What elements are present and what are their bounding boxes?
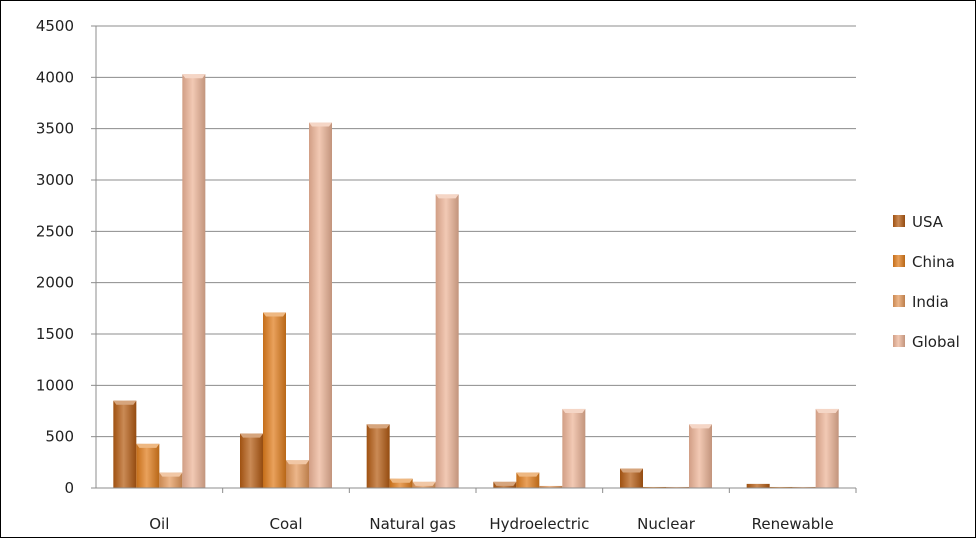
bar-cap <box>286 460 309 465</box>
legend-swatch-global <box>893 335 905 347</box>
x-tick-label: Hydroelectric <box>489 515 589 533</box>
x-tick-label: Nuclear <box>637 515 696 533</box>
bar-china-coal <box>263 312 286 488</box>
bar-cap <box>136 443 160 448</box>
gridlines <box>96 25 856 489</box>
bar-global-natural-gas <box>435 194 459 488</box>
y-tick-label: 0 <box>64 479 74 497</box>
y-tick-label: 3000 <box>36 171 74 189</box>
legend-label-india: India <box>912 293 949 311</box>
bar-cap <box>435 194 459 199</box>
x-axis-ticks: Oil Coal Natural gas Hydroelectric Nuclear Re… <box>149 515 833 533</box>
bar-cap <box>389 478 413 483</box>
legend-label-usa: USA <box>912 213 944 231</box>
y-tick-label: 4000 <box>36 68 74 86</box>
x-tick-label: Natural gas <box>369 515 456 533</box>
bar-usa-renewable <box>746 483 770 488</box>
bar-global-renewable <box>815 408 839 488</box>
bar-usa-coal <box>240 433 263 488</box>
bar-india-renewable <box>792 486 816 488</box>
legend-swatch-china <box>893 255 905 267</box>
bar-cap <box>493 481 517 486</box>
bar-cap <box>263 312 286 317</box>
bar-china-natural-gas <box>389 478 413 488</box>
y-tick-label: 2000 <box>36 274 74 292</box>
bar-usa-nuclear <box>620 468 643 488</box>
bar-global-oil <box>182 74 206 489</box>
bar-india-coal <box>286 460 309 488</box>
bar-cap <box>309 122 332 127</box>
bar-india-nuclear <box>666 486 689 488</box>
legend: USA China India Global <box>893 213 960 351</box>
bar-cap <box>113 400 137 405</box>
bar-cap <box>182 74 206 79</box>
x-tick-label: Oil <box>149 515 169 533</box>
bar-cap <box>689 424 712 429</box>
bar-global-nuclear <box>689 424 712 488</box>
bar-cap <box>159 472 183 477</box>
bar-cap <box>620 468 643 473</box>
bar-india-hydroelectric <box>539 485 563 488</box>
legend-label-global: Global <box>912 333 960 351</box>
axes <box>91 25 857 493</box>
bar-china-nuclear <box>643 486 666 488</box>
bar-cap <box>562 408 586 413</box>
bar-cap <box>815 408 839 413</box>
legend-label-china: China <box>912 253 955 271</box>
y-tick-label: 1000 <box>36 376 74 394</box>
y-tick-label: 3500 <box>36 120 74 138</box>
bar-cap <box>240 433 263 438</box>
y-tick-label: 4500 <box>36 17 74 35</box>
x-tick-label: Coal <box>269 515 302 533</box>
y-tick-label: 1500 <box>36 325 74 343</box>
bar-cap <box>412 481 436 486</box>
bar-cap <box>366 424 390 429</box>
x-tick-label: Renewable <box>752 515 834 533</box>
y-axis-ticks: 0 500 1000 1500 2000 2500 3000 3500 4000 4500 <box>36 17 74 497</box>
bar-cap <box>516 472 540 477</box>
y-tick-label: 2500 <box>36 222 74 240</box>
y-tick-label: 500 <box>45 428 74 446</box>
bar-global-coal <box>309 122 332 489</box>
bar-usa-oil <box>113 400 137 488</box>
bar-usa-natural-gas <box>366 424 390 488</box>
bars <box>113 74 839 489</box>
legend-swatch-india <box>893 295 905 307</box>
bar-china-renewable <box>769 486 793 488</box>
bar-china-oil <box>136 443 160 488</box>
legend-swatch-usa <box>893 215 905 227</box>
bar-global-hydroelectric <box>562 408 586 488</box>
